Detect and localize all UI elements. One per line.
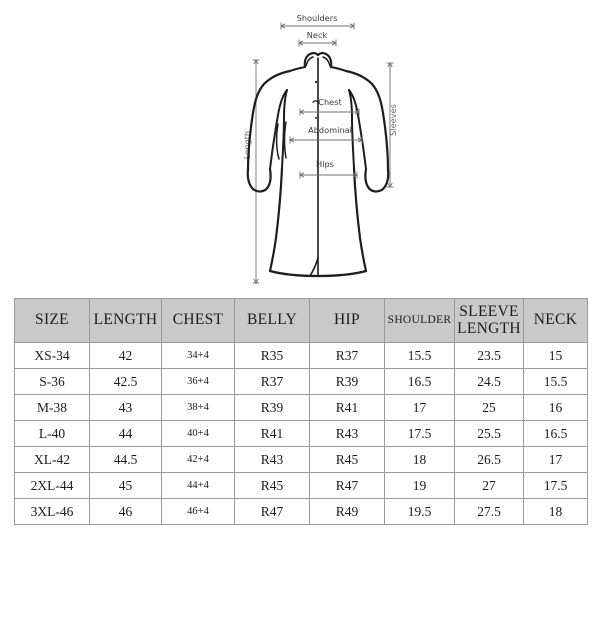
cell-belly: R35 bbox=[234, 342, 310, 369]
cell-shoulder: 17.5 bbox=[384, 420, 455, 447]
sleeves-dimension: Sleeves bbox=[386, 62, 398, 188]
cell-chest: 34+4 bbox=[161, 342, 235, 369]
cell-length: 43 bbox=[89, 394, 162, 421]
table-row: M-38 43 38+4 R39 R41 17 25 16 bbox=[14, 394, 588, 421]
cell-length: 44.5 bbox=[89, 446, 162, 473]
shoulders-label: Shoulders bbox=[297, 13, 338, 23]
cell-length: 42 bbox=[89, 342, 162, 369]
table-row: 3XL-46 46 46+4 R47 R49 19.5 27.5 18 bbox=[14, 498, 588, 525]
cell-chest: 46+4 bbox=[161, 498, 235, 525]
cell-neck: 18 bbox=[523, 498, 588, 525]
column-header-length: LENGTH bbox=[89, 298, 162, 343]
cell-hip: R43 bbox=[309, 420, 385, 447]
hips-label: Hips bbox=[316, 159, 334, 169]
cell-chest: 44+4 bbox=[161, 472, 235, 499]
cell-shoulder: 18 bbox=[384, 446, 455, 473]
cell-neck: 17.5 bbox=[523, 472, 588, 499]
column-header-hip: HIP bbox=[309, 298, 385, 343]
cell-sleeve-length: 27 bbox=[454, 472, 524, 499]
sherwani-diagram-svg: Shoulders Neck Length bbox=[242, 13, 398, 284]
length-label: Length bbox=[242, 131, 252, 159]
column-header-sleeve-length: SLEEVE LENGTH bbox=[454, 298, 524, 343]
cell-shoulder: 16.5 bbox=[384, 368, 455, 395]
table-header-row: SIZE LENGTH CHEST BELLY HIP SHOULDER SLE… bbox=[14, 298, 588, 343]
cell-length: 45 bbox=[89, 472, 162, 499]
cell-size: M-38 bbox=[14, 394, 90, 421]
cell-hip: R47 bbox=[309, 472, 385, 499]
hips-dimension: Hips bbox=[299, 159, 358, 179]
cell-belly: R41 bbox=[234, 420, 310, 447]
cell-belly: R47 bbox=[234, 498, 310, 525]
cell-neck: 15.5 bbox=[523, 368, 588, 395]
column-header-chest: CHEST bbox=[161, 298, 235, 343]
garment-outline bbox=[246, 52, 390, 278]
cell-sleeve-length: 24.5 bbox=[454, 368, 524, 395]
garment-illustration: Shoulders Neck Length bbox=[0, 0, 600, 292]
cell-hip: R41 bbox=[309, 394, 385, 421]
size-chart-table: SIZE LENGTH CHEST BELLY HIP SHOULDER SLE… bbox=[14, 298, 588, 525]
cell-belly: R45 bbox=[234, 472, 310, 499]
length-dimension: Length bbox=[242, 59, 260, 284]
cell-size: XS-34 bbox=[14, 342, 90, 369]
table-row: XS-34 42 34+4 R35 R37 15.5 23.5 15 bbox=[14, 342, 588, 369]
column-header-belly: BELLY bbox=[234, 298, 310, 343]
cell-sleeve-length: 25 bbox=[454, 394, 524, 421]
cell-shoulder: 15.5 bbox=[384, 342, 455, 369]
cell-size: 3XL-46 bbox=[14, 498, 90, 525]
cell-hip: R37 bbox=[309, 342, 385, 369]
cell-size: L-40 bbox=[14, 420, 90, 447]
neck-dimension: Neck bbox=[298, 30, 337, 47]
cell-length: 42.5 bbox=[89, 368, 162, 395]
table-row: L-40 44 40+4 R41 R43 17.5 25.5 16.5 bbox=[14, 420, 588, 447]
column-header-size: SIZE bbox=[14, 298, 90, 343]
size-chart-container: SIZE LENGTH CHEST BELLY HIP SHOULDER SLE… bbox=[14, 298, 588, 525]
cell-belly: R43 bbox=[234, 446, 310, 473]
cell-size: 2XL-44 bbox=[14, 472, 90, 499]
cell-chest: 36+4 bbox=[161, 368, 235, 395]
cell-sleeve-length: 27.5 bbox=[454, 498, 524, 525]
abdominal-label: Abdominal bbox=[308, 125, 352, 135]
cell-size: XL-42 bbox=[14, 446, 90, 473]
chest-label: Chest bbox=[318, 97, 342, 107]
neck-label: Neck bbox=[307, 30, 328, 40]
cell-neck: 15 bbox=[523, 342, 588, 369]
cell-length: 44 bbox=[89, 420, 162, 447]
cell-sleeve-length: 23.5 bbox=[454, 342, 524, 369]
cell-neck: 16 bbox=[523, 394, 588, 421]
shoulders-dimension: Shoulders bbox=[280, 13, 355, 30]
chest-dimension: Chest bbox=[299, 97, 360, 116]
table-row: 2XL-44 45 44+4 R45 R47 19 27 17.5 bbox=[14, 472, 588, 499]
cell-chest: 42+4 bbox=[161, 446, 235, 473]
cell-sleeve-length: 25.5 bbox=[454, 420, 524, 447]
cell-neck: 16.5 bbox=[523, 420, 588, 447]
cell-shoulder: 19.5 bbox=[384, 498, 455, 525]
cell-sleeve-length: 26.5 bbox=[454, 446, 524, 473]
cell-hip: R39 bbox=[309, 368, 385, 395]
cell-hip: R49 bbox=[309, 498, 385, 525]
table-row: XL-42 44.5 42+4 R43 R45 18 26.5 17 bbox=[14, 446, 588, 473]
cell-shoulder: 19 bbox=[384, 472, 455, 499]
cell-chest: 38+4 bbox=[161, 394, 235, 421]
cell-neck: 17 bbox=[523, 446, 588, 473]
cell-chest: 40+4 bbox=[161, 420, 235, 447]
cell-belly: R39 bbox=[234, 394, 310, 421]
table-row: S-36 42.5 36+4 R37 R39 16.5 24.5 15.5 bbox=[14, 368, 588, 395]
cell-belly: R37 bbox=[234, 368, 310, 395]
cell-length: 46 bbox=[89, 498, 162, 525]
sleeves-label: Sleeves bbox=[388, 104, 398, 136]
cell-shoulder: 17 bbox=[384, 394, 455, 421]
abdominal-dimension: Abdominal bbox=[289, 125, 363, 144]
cell-hip: R45 bbox=[309, 446, 385, 473]
cell-size: S-36 bbox=[14, 368, 90, 395]
column-header-shoulder: SHOULDER bbox=[384, 298, 455, 343]
column-header-neck: NECK bbox=[523, 298, 588, 343]
